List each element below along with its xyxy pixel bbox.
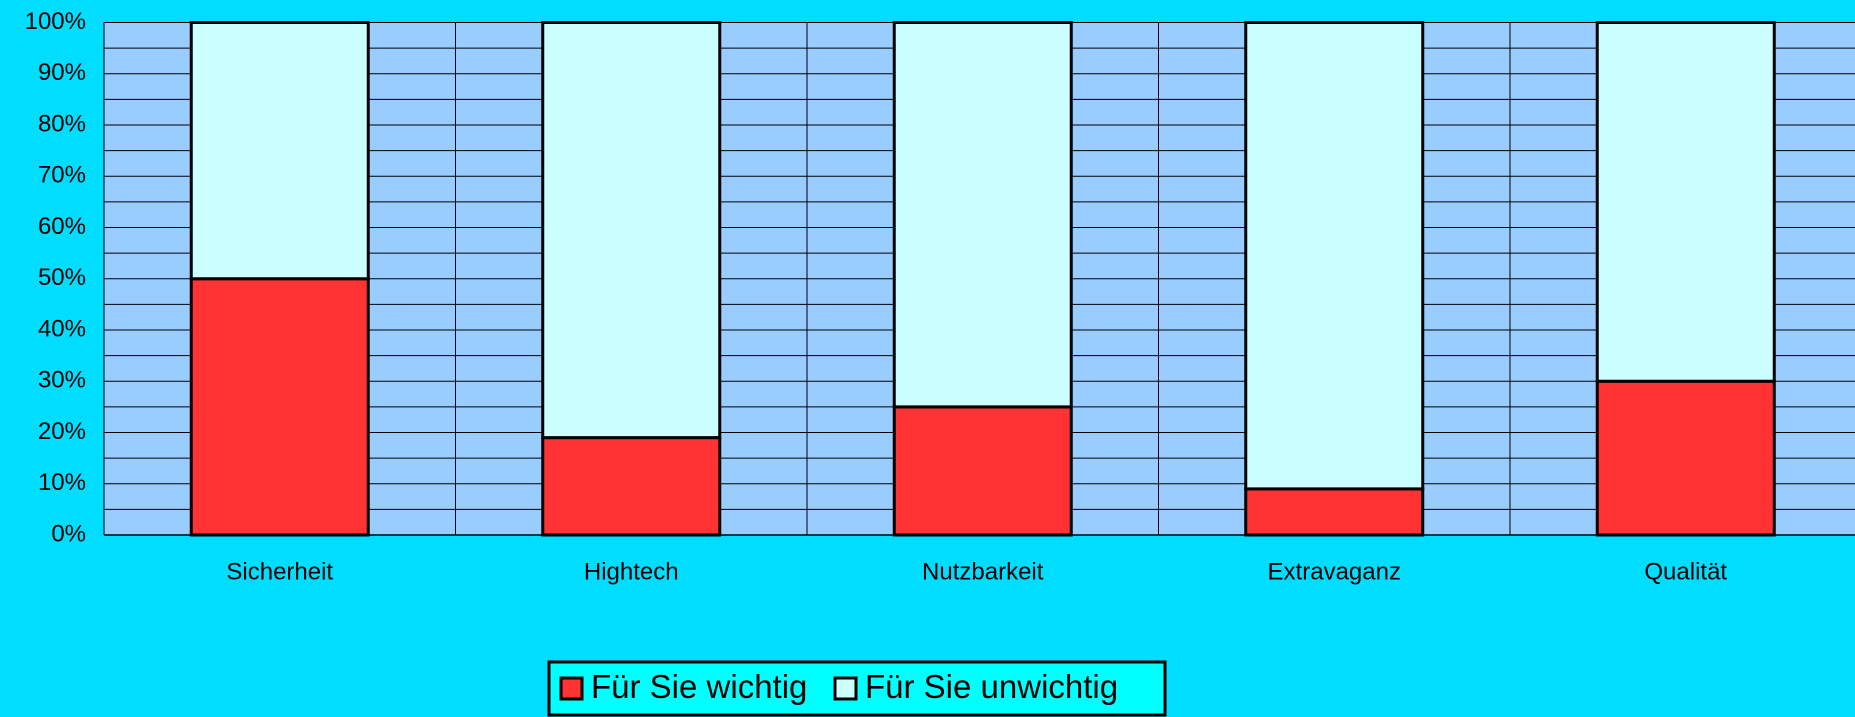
y-tick-label: 20% [38, 418, 86, 445]
legend-label: Für Sie unwichtig [865, 668, 1118, 705]
x-tick-label: Qualität [1644, 558, 1727, 585]
bar-segment [1244, 21, 1425, 491]
y-tick-label: 30% [38, 367, 86, 394]
bar-segment [189, 21, 370, 281]
legend-swatch [559, 676, 584, 701]
legend-swatch [833, 676, 858, 701]
bar-segment [892, 21, 1073, 409]
bar-segment [892, 405, 1073, 537]
x-tick-label: Nutzbarkeit [922, 558, 1044, 585]
bar-segment [189, 277, 370, 537]
bar-segment [1244, 487, 1425, 537]
x-tick-label: Sicherheit [226, 558, 333, 585]
bar-segment [1595, 21, 1776, 383]
y-tick-label: 70% [38, 162, 86, 189]
bar-segment [541, 436, 722, 537]
y-tick-label: 0% [51, 520, 86, 547]
x-tick-label: Extravaganz [1268, 558, 1401, 585]
y-tick-label: 100% [25, 8, 86, 35]
bar-segment [541, 21, 722, 440]
bar-segment [1595, 379, 1776, 537]
y-tick-label: 80% [38, 110, 86, 137]
y-tick-label: 60% [38, 213, 86, 240]
legend-label: Für Sie wichtig [591, 668, 807, 705]
y-tick-label: 90% [38, 59, 86, 86]
x-tick-label: Hightech [584, 558, 679, 585]
y-tick-label: 40% [38, 315, 86, 342]
y-tick-label: 10% [38, 469, 86, 496]
y-tick-label: 50% [38, 264, 86, 291]
